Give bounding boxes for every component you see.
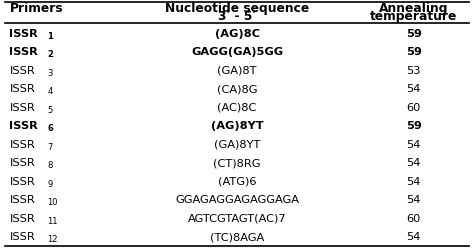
Text: 54: 54 (406, 195, 421, 204)
Text: 2: 2 (47, 50, 54, 59)
Text: 3ʹ - 5ʹ: 3ʹ - 5ʹ (218, 10, 256, 22)
Text: (GA)8YT: (GA)8YT (214, 139, 260, 149)
Text: ISSR: ISSR (9, 158, 35, 168)
Text: 54: 54 (406, 139, 421, 149)
Text: 59: 59 (406, 29, 421, 39)
Text: GGAGAGGAGAGGAGA: GGAGAGGAGAGGAGA (175, 195, 299, 204)
Text: 11: 11 (47, 216, 58, 225)
Text: 12: 12 (47, 234, 58, 243)
Text: (AG)8C: (AG)8C (215, 29, 259, 39)
Text: 7: 7 (47, 142, 53, 151)
Text: 59: 59 (406, 121, 421, 131)
Text: 54: 54 (406, 232, 421, 241)
Text: ISSR: ISSR (9, 102, 35, 113)
Text: (CA)8G: (CA)8G (217, 84, 257, 94)
Text: (AG)8YT: (AG)8YT (210, 121, 264, 131)
Text: ISSR: ISSR (9, 139, 35, 149)
Text: 60: 60 (406, 213, 421, 223)
Text: ISSR: ISSR (9, 232, 35, 241)
Text: ISSR: ISSR (9, 176, 35, 186)
Text: (CT)8RG: (CT)8RG (213, 158, 261, 168)
Text: 59: 59 (406, 47, 421, 57)
Text: 6: 6 (47, 124, 54, 133)
Text: ISSR: ISSR (9, 121, 38, 131)
Text: Annealing: Annealing (379, 2, 448, 16)
Text: 60: 60 (406, 102, 421, 113)
Text: (AC)8C: (AC)8C (217, 102, 257, 113)
Text: Primers: Primers (9, 2, 63, 16)
Text: ISSR: ISSR (9, 195, 35, 204)
Text: (GA)8T: (GA)8T (217, 66, 257, 76)
Text: ISSR: ISSR (9, 213, 35, 223)
Text: 1: 1 (47, 32, 54, 41)
Text: ISSR: ISSR (9, 47, 38, 57)
Text: 8: 8 (47, 161, 53, 170)
Text: temperature: temperature (370, 10, 457, 22)
Text: Nucleotide sequence: Nucleotide sequence (165, 2, 309, 16)
Text: (ATG)6: (ATG)6 (218, 176, 256, 186)
Text: 54: 54 (406, 84, 421, 94)
Text: ISSR: ISSR (9, 84, 35, 94)
Text: ISSR: ISSR (9, 66, 35, 76)
Text: 4: 4 (47, 87, 53, 96)
Text: 5: 5 (47, 106, 53, 114)
Text: 54: 54 (406, 176, 421, 186)
Text: ISSR: ISSR (9, 29, 38, 39)
Text: 3: 3 (47, 68, 53, 78)
Text: 9: 9 (47, 179, 53, 188)
Text: GAGG(GA)5GG: GAGG(GA)5GG (191, 47, 283, 57)
Text: 53: 53 (406, 66, 421, 76)
Text: AGTCGTAGT(AC)7: AGTCGTAGT(AC)7 (188, 213, 286, 223)
Text: (TC)8AGA: (TC)8AGA (210, 232, 264, 241)
Text: 10: 10 (47, 198, 58, 206)
Text: 54: 54 (406, 158, 421, 168)
